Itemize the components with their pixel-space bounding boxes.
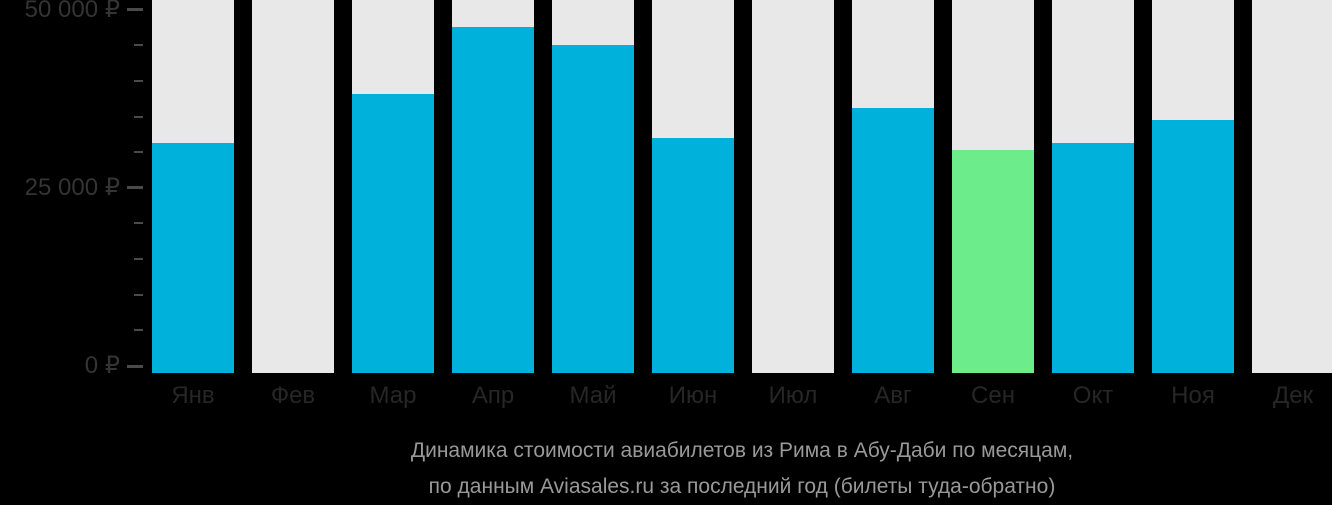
- month-label-Июн: Июн: [668, 382, 718, 409]
- month-label-Дек: Дек: [1272, 382, 1314, 409]
- chart-title: Динамика стоимости авиабилетов из Рима в…: [410, 439, 1074, 462]
- month-label-Сен: Сен: [971, 382, 1015, 409]
- bar-Авг: [852, 108, 934, 373]
- month-label-Авг: Авг: [874, 382, 912, 409]
- y-axis-label-50000: 50 000 ₽: [24, 0, 120, 23]
- column-Сен: [952, 0, 1034, 373]
- plot-area: [152, 0, 1332, 373]
- month-label-Апр: Апр: [471, 382, 515, 409]
- bar-Ноя: [1152, 120, 1234, 373]
- bar-Апр: [452, 27, 534, 373]
- month-label-Янв: Янв: [171, 382, 215, 409]
- month-label-Май: Май: [569, 382, 617, 409]
- y-tick-35000: [134, 116, 143, 118]
- column-Ноя: [1152, 0, 1234, 373]
- column-Апр: [452, 0, 534, 373]
- month-label-Июл: Июл: [768, 382, 818, 409]
- month-label-Ноя: Ноя: [1171, 382, 1215, 409]
- column-Июн: [652, 0, 734, 373]
- month-label-Фев: Фев: [270, 382, 316, 409]
- y-tick-50000: [127, 8, 143, 11]
- chart-caption: Динамика стоимости авиабилетов из Рима в…: [152, 433, 1332, 505]
- y-tick-45000: [134, 44, 143, 46]
- column-Окт: [1052, 0, 1134, 373]
- y-tick-0: [127, 365, 143, 368]
- x-axis-labels: Янв Фев Мар Апр Май Июн Июл Авг Сен Окт Ноя Дек: [152, 381, 1332, 411]
- y-axis-label-0: 0 ₽: [84, 352, 120, 379]
- month-label-Окт: Окт: [1072, 382, 1114, 409]
- month-label-Мар: Мар: [369, 382, 417, 409]
- column-Янв: [152, 0, 234, 373]
- y-tick-25000: [127, 186, 143, 189]
- y-tick-10000: [134, 294, 143, 296]
- column-Фев: [252, 0, 334, 373]
- column-Дек: [1252, 0, 1332, 373]
- y-tick-5000: [134, 329, 143, 331]
- bar-Мар: [352, 94, 434, 373]
- bar-Май: [552, 45, 634, 373]
- column-Мар: [352, 0, 434, 373]
- y-tick-40000: [134, 80, 143, 82]
- bar-Сен: [952, 150, 1034, 373]
- column-Июл: [752, 0, 834, 373]
- y-axis-label-25000: 25 000 ₽: [24, 174, 120, 201]
- column-Май: [552, 0, 634, 373]
- bar-Окт: [1052, 143, 1134, 373]
- column-Авг: [852, 0, 934, 373]
- bar-Янв: [152, 143, 234, 373]
- y-tick-20000: [134, 222, 143, 224]
- y-tick-15000: [134, 258, 143, 260]
- chart-subtitle: по данным Aviasales.ru за последний год …: [428, 475, 1056, 498]
- y-tick-30000: [134, 151, 143, 153]
- bar-Июн: [652, 138, 734, 373]
- y-axis: 0 ₽ 25 000 ₽ 50 000 ₽: [0, 0, 152, 378]
